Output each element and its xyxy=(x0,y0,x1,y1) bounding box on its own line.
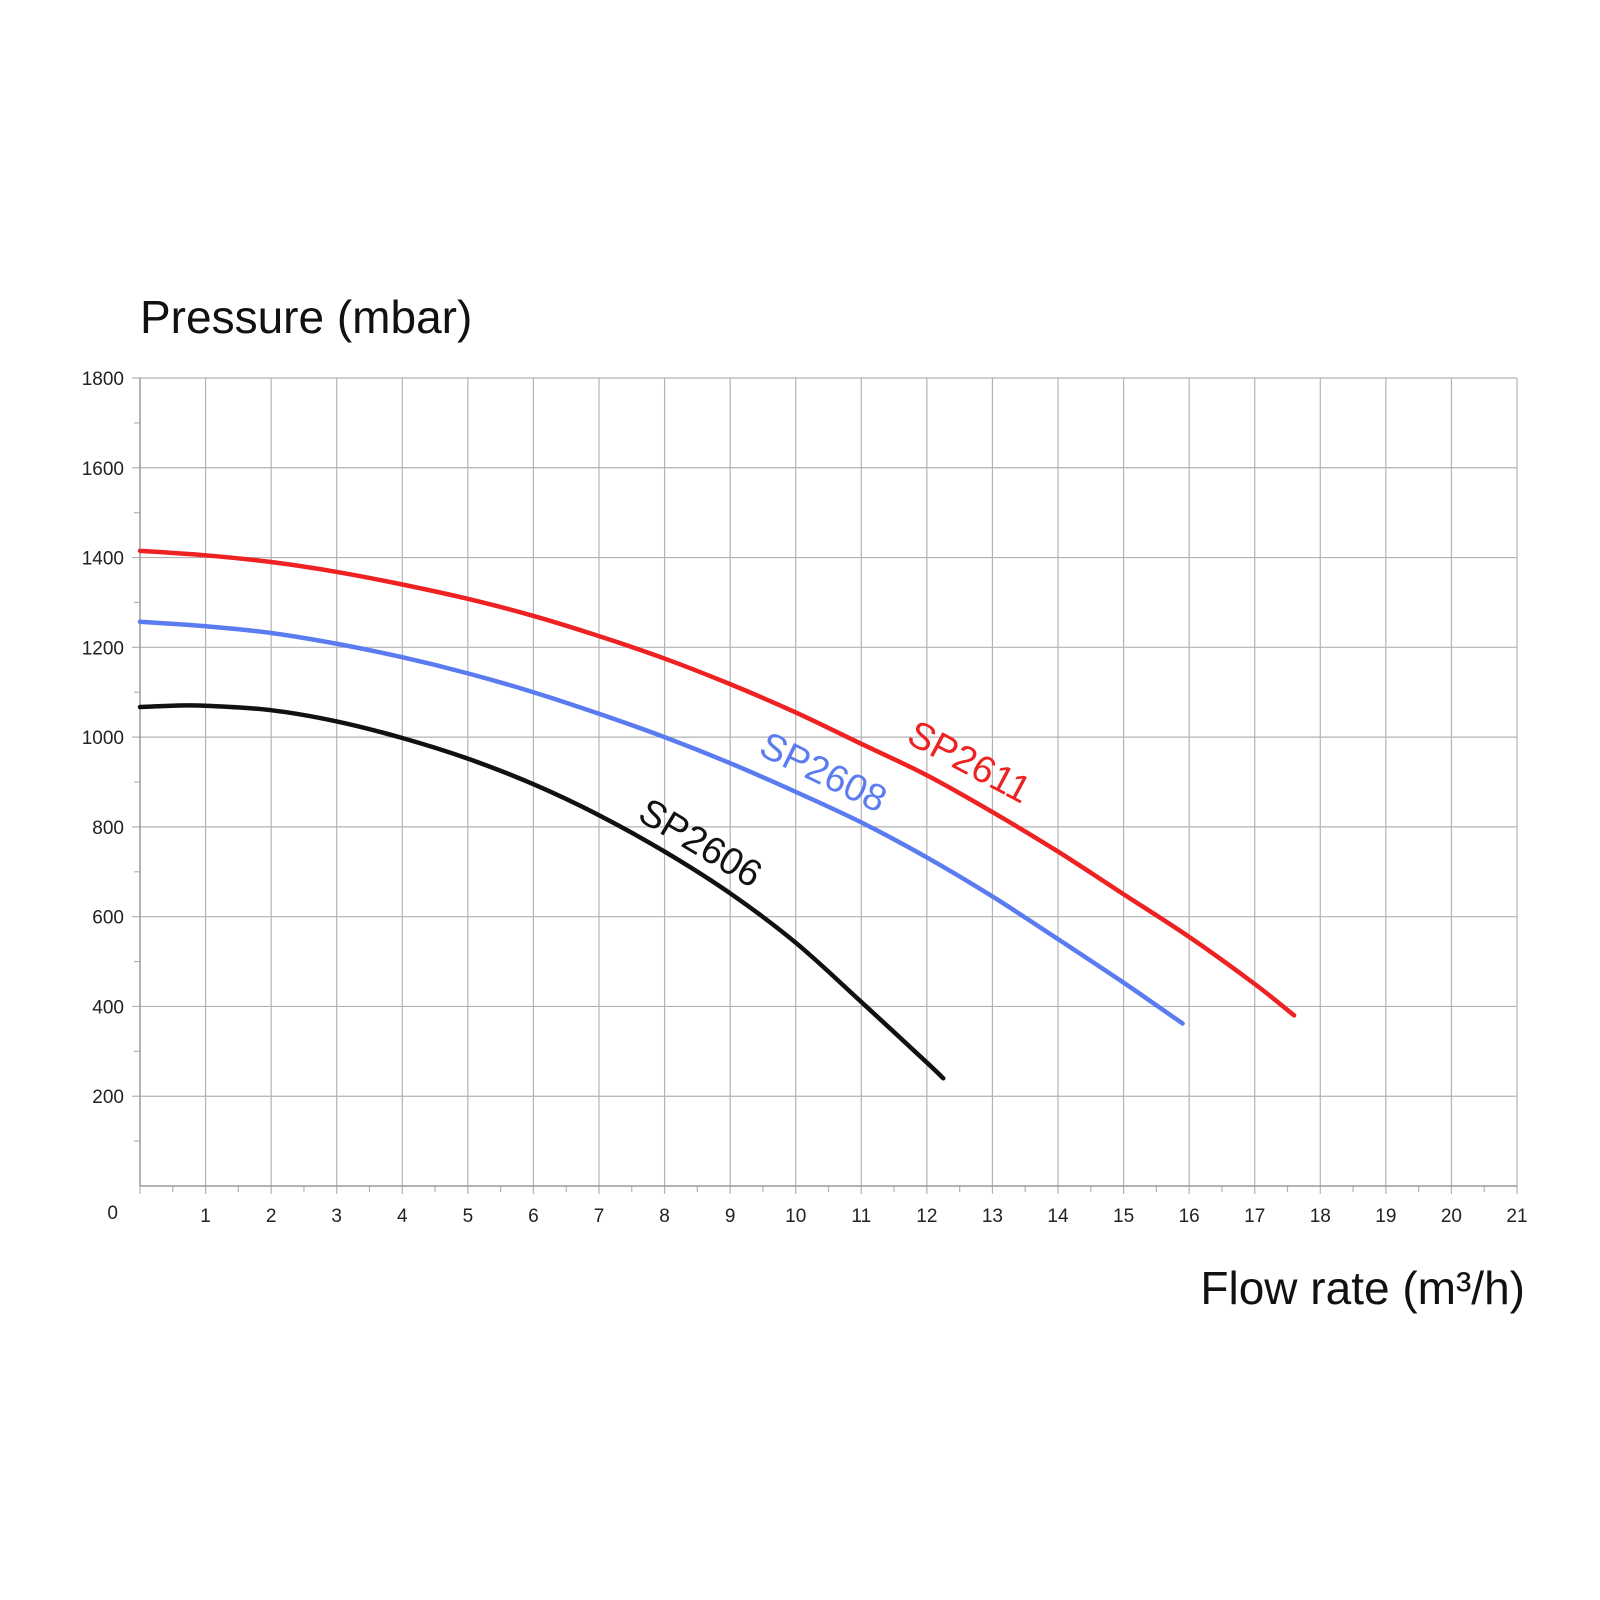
x-tick-label-12: 12 xyxy=(916,1206,937,1227)
x-tick-label-21: 21 xyxy=(1506,1206,1527,1227)
series-label-sp2608: SP2608 xyxy=(753,724,893,821)
series-line-sp2606 xyxy=(137,703,946,1081)
y-tick-label-1600: 1600 xyxy=(82,459,124,480)
x-tick-label-5: 5 xyxy=(463,1206,474,1227)
series-lines xyxy=(137,548,1297,1081)
x-axis-title: Flow rate (m³/h) xyxy=(1200,1262,1525,1314)
tick-labels: 0 1 2 3 4 5 6 7 8 9 10 11 12 13 14 15 16 17 18 19 20 21200400… xyxy=(82,369,1528,1227)
x-tick-label-4: 4 xyxy=(397,1206,408,1227)
series-line-sp2611 xyxy=(137,548,1297,1018)
x-tick-label-13: 13 xyxy=(982,1206,1003,1227)
x-tick-label-6: 6 xyxy=(528,1206,539,1227)
x-tick-label-10: 10 xyxy=(785,1206,806,1227)
y-tick-label-800: 800 xyxy=(92,818,124,839)
x-tick-label-16: 16 xyxy=(1179,1206,1200,1227)
series-line-sp2608 xyxy=(137,619,1185,1026)
x-tick-label-15: 15 xyxy=(1113,1206,1134,1227)
y-tick-label-1200: 1200 xyxy=(82,638,124,659)
y-tick-label-400: 400 xyxy=(92,997,124,1018)
x-tick-label-18: 18 xyxy=(1310,1206,1331,1227)
y-tick-label-1800: 1800 xyxy=(82,369,124,390)
x-tick-label-2: 2 xyxy=(266,1206,277,1227)
axes xyxy=(139,378,1517,1187)
y-tick-label-1000: 1000 xyxy=(82,728,124,749)
x-tick-label-7: 7 xyxy=(594,1206,605,1227)
x-tick-label-3: 3 xyxy=(331,1206,342,1227)
minor-tick-marks xyxy=(132,377,1518,1194)
x-tick-label-1: 1 xyxy=(200,1206,211,1227)
x-tick-label-19: 19 xyxy=(1375,1206,1396,1227)
y-tick-label-600: 600 xyxy=(92,908,124,929)
x-tick-label-14: 14 xyxy=(1047,1206,1069,1227)
x-tick-label-8: 8 xyxy=(659,1206,670,1227)
y-tick-label-200: 200 xyxy=(92,1087,124,1108)
x-tick-label-17: 17 xyxy=(1244,1206,1265,1227)
grid-lines xyxy=(140,377,1518,1186)
y-tick-label-1400: 1400 xyxy=(82,549,124,570)
y-axis-title: Pressure (mbar) xyxy=(140,291,472,343)
x-tick-label-20: 20 xyxy=(1441,1206,1462,1227)
x-tick-label-0: 0 xyxy=(107,1203,118,1224)
x-tick-label-9: 9 xyxy=(725,1206,736,1227)
x-tick-label-11: 11 xyxy=(851,1206,871,1227)
